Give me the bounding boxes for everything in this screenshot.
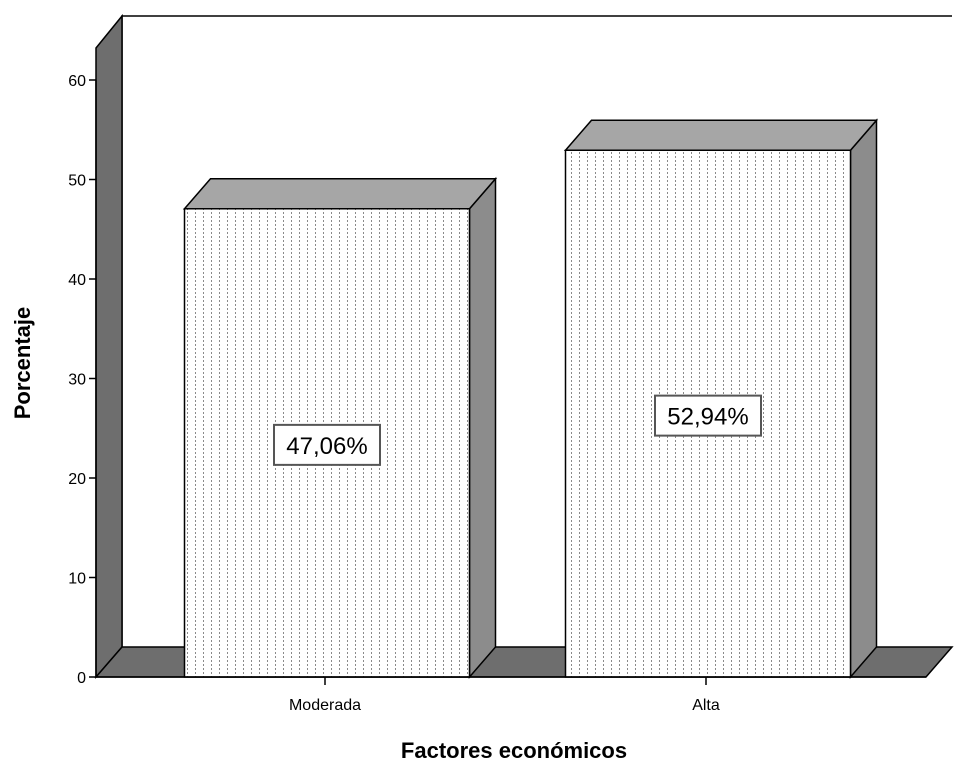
y-tick-label: 60 (68, 73, 86, 90)
y-tick-label: 10 (68, 571, 86, 588)
data-label: 52,94% (667, 404, 748, 431)
x-axis-title: Factores económicos (401, 738, 627, 763)
x-axis: Moderada Alta (96, 676, 926, 714)
x-tick-label: Moderada (289, 697, 361, 714)
data-label: 47,06% (286, 433, 367, 460)
y-axis: 0 10 20 30 40 50 60 (68, 73, 97, 687)
y-tick-label: 0 (77, 670, 86, 687)
bar-side (849, 118, 878, 680)
y-tick-label: 50 (68, 173, 86, 190)
data-label-box (654, 394, 762, 437)
y-tick-label: 20 (68, 471, 86, 488)
bar-top (182, 178, 498, 210)
side-wall (95, 13, 123, 680)
data-label-box (273, 423, 381, 466)
bar-side (468, 176, 497, 680)
y-tick-label: 30 (68, 372, 86, 389)
x-tick-label: Alta (692, 697, 720, 714)
bar-top (563, 119, 879, 151)
y-tick-label: 40 (68, 272, 86, 289)
y-axis-title: Porcentaje (10, 307, 35, 420)
bars: 47,06% 52,94% (182, 118, 879, 680)
